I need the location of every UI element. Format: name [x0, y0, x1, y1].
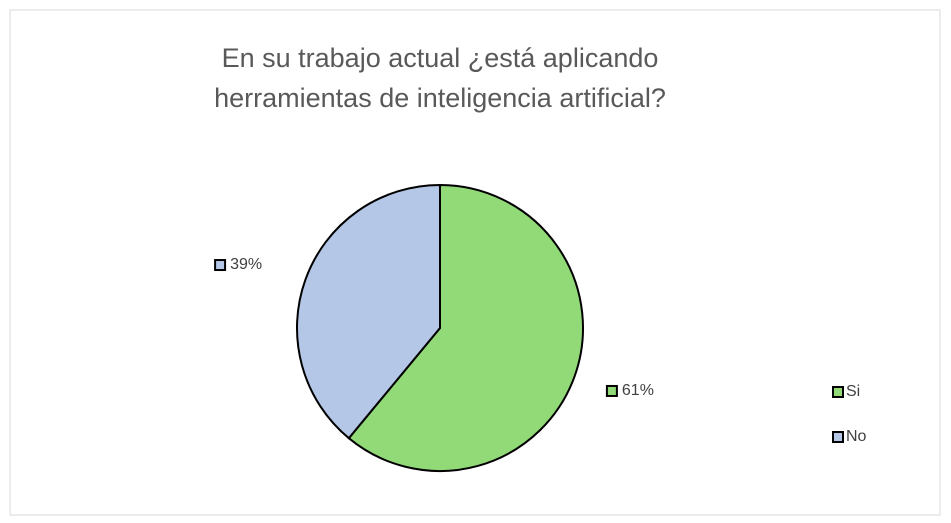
pie-slice — [347, 183, 584, 472]
data-label: 39% — [230, 256, 262, 273]
data-label-marker — [214, 259, 227, 272]
pie-slice — [296, 183, 441, 440]
legend-marker — [832, 386, 844, 398]
legend-marker — [832, 431, 844, 443]
legend-label: Si — [846, 383, 860, 400]
data-label-marker — [605, 384, 618, 397]
legend-label: No — [846, 428, 867, 445]
chart-title: En su trabajo actual ¿está aplicando her… — [214, 43, 666, 113]
data-label: 61% — [622, 382, 654, 399]
